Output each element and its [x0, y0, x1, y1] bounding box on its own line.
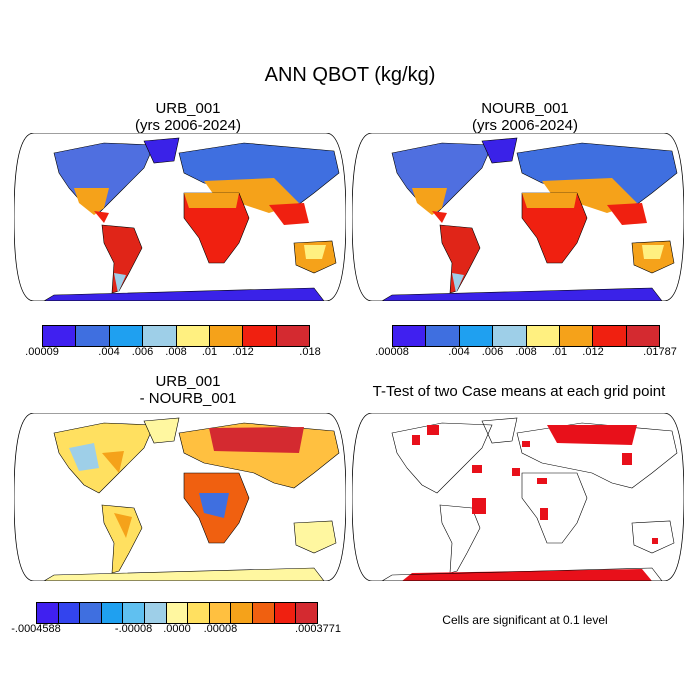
colorbar-nourb [392, 325, 660, 347]
cb3-label: -.0004588 [11, 623, 61, 635]
colorbar-swatch [296, 603, 317, 623]
colorbar-difference [36, 602, 318, 624]
colorbar-swatch [459, 326, 494, 346]
antarctica [42, 287, 325, 301]
panel3-title: URB_001 - NOURB_001 [18, 373, 358, 407]
colorbar-swatch [393, 326, 427, 346]
cb2-label: .008 [515, 346, 537, 358]
colorbar-swatch [188, 603, 210, 623]
colorbar-swatch [559, 326, 594, 346]
colorbar-urb [42, 325, 310, 347]
map-difference [14, 413, 346, 581]
colorbar-swatch [80, 603, 102, 623]
cb3-label: .0003771 [295, 623, 341, 635]
colorbar-swatch [209, 603, 232, 623]
panel1-title-line1: URB_001 [155, 100, 221, 117]
colorbar-swatch [123, 603, 146, 623]
greenland [143, 137, 180, 164]
panel3-title-line1: URB_001 [155, 373, 221, 390]
south-america [101, 224, 143, 294]
panel3-title-line2: - NOURB_001 [139, 390, 237, 407]
colorbar-swatch [143, 326, 177, 346]
cb1-label: .01 [201, 346, 218, 358]
colorbar-swatch [176, 326, 210, 346]
colorbar-swatch [231, 603, 254, 623]
cb1-label: .004 [98, 346, 120, 358]
colorbar-swatch [109, 326, 144, 346]
colorbar-swatch [593, 326, 627, 346]
colorbar-swatch [426, 326, 460, 346]
cb1-label: .012 [232, 346, 254, 358]
colorbar-urb-labels: .00009 .004 .006 .008 .01 .012 .018 [25, 346, 321, 362]
cb1-label: .008 [165, 346, 187, 358]
cb3-label: .00008 [203, 623, 238, 635]
panel2-title: NOURB_001 (yrs 2006-2024) [355, 100, 695, 134]
panel1-title: URB_001 (yrs 2006-2024) [18, 100, 358, 134]
significant-cells [402, 425, 658, 581]
colorbar-swatch [58, 603, 81, 623]
colorbar-swatch [37, 603, 59, 623]
colorbar-swatch [101, 603, 124, 623]
colorbar-swatch [526, 326, 560, 346]
colorbar-nourb-labels: .00008 .004 .006 .008 .01 .012 .01787 [375, 346, 677, 362]
colorbar-swatch [493, 326, 527, 346]
cb1-label: .018 [299, 346, 321, 358]
africa [183, 192, 250, 264]
map-significance [352, 413, 684, 581]
colorbar-difference-labels: -.0004588 -.00008 .0000 .00008 .0003771 [11, 623, 341, 639]
cb2-label: .01787 [643, 346, 677, 358]
map-urb [14, 133, 346, 301]
colorbar-swatch [209, 326, 244, 346]
colorbar-swatch [76, 326, 110, 346]
cb3-label: .0000 [163, 623, 191, 635]
cb1-label: .006 [131, 346, 154, 358]
cb2-label: .01 [551, 346, 568, 358]
colorbar-swatch [145, 603, 167, 623]
significance-note: Cells are significant at 0.1 level [442, 613, 608, 627]
cb2-label: .006 [481, 346, 504, 358]
colorbar-swatch [166, 603, 189, 623]
panel2-title-line1: NOURB_001 [481, 100, 569, 117]
colorbar-swatch [274, 603, 297, 623]
colorbar-swatch [626, 326, 659, 346]
cb2-label: .00008 [375, 346, 409, 358]
cb2-label: .012 [582, 346, 604, 358]
panel2-title-line2: (yrs 2006-2024) [472, 117, 578, 134]
colorbar-swatch [243, 326, 277, 346]
colorbar-swatch [253, 603, 275, 623]
panel4-title: T-Test of two Case means at each grid po… [349, 383, 689, 400]
figure-title: ANN QBOT (kg/kg) [264, 64, 436, 86]
map-nourb [352, 133, 684, 301]
cb3-label: -.00008 [114, 623, 153, 635]
cb2-label: .004 [448, 346, 470, 358]
cb1-label: .00009 [25, 346, 59, 358]
panel1-title-line2: (yrs 2006-2024) [135, 117, 241, 134]
panel4-title-line1: T-Test of two Case means at each grid po… [372, 383, 666, 400]
colorbar-swatch [43, 326, 77, 346]
colorbar-swatch [276, 326, 309, 346]
